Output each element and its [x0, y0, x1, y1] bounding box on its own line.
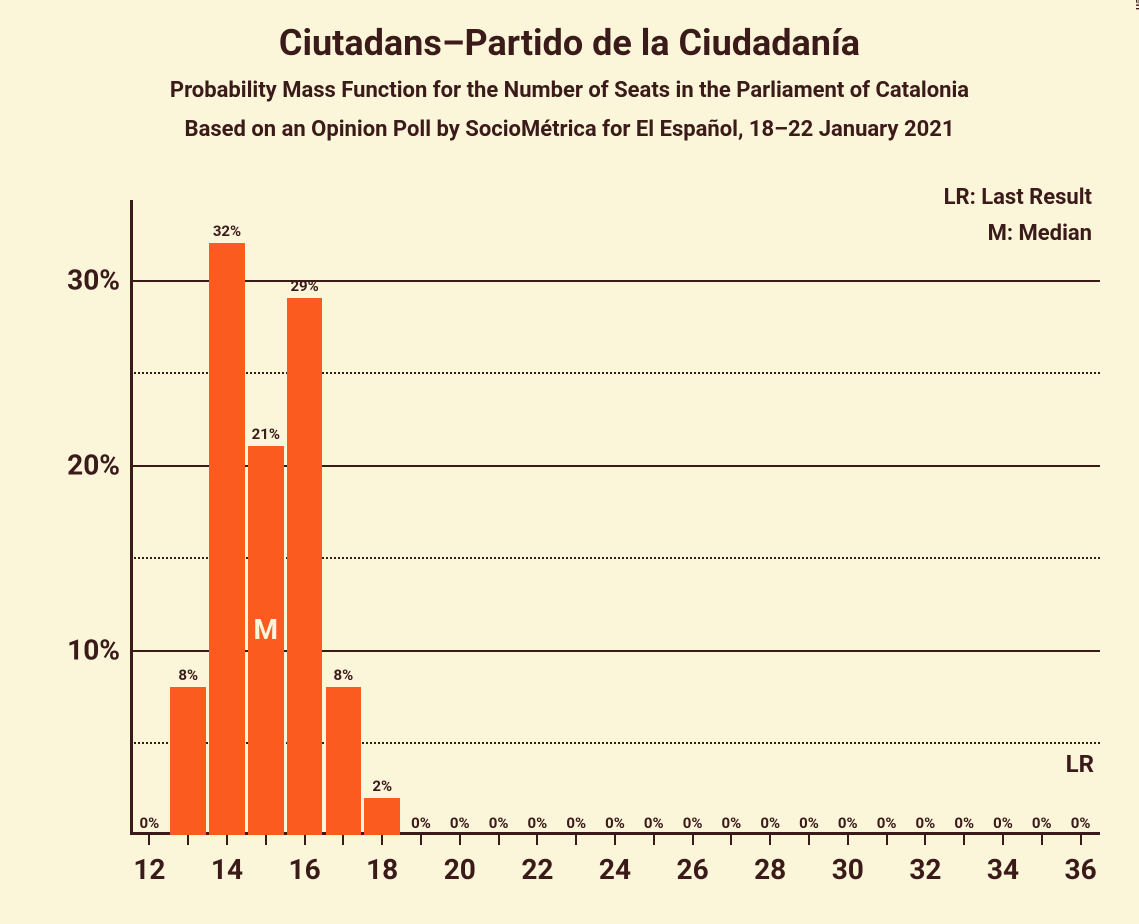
x-tick-label: 36 — [1065, 835, 1097, 886]
bar: 8% — [326, 687, 362, 835]
bar-value-label: 0% — [993, 814, 1013, 835]
bar-value-label: 0% — [140, 814, 160, 835]
bar-value-label: 8% — [178, 666, 198, 687]
gridline-major — [130, 280, 1100, 282]
bar-value-label: 0% — [605, 814, 625, 835]
bar-value-label: 32% — [213, 222, 241, 243]
x-tick-mark — [963, 835, 965, 845]
bar: 32% — [209, 243, 245, 835]
x-tick-label: 24 — [599, 835, 631, 886]
copyright-text: © 2021 Filip van Laenen — [1133, 0, 1139, 10]
x-tick-mark — [265, 835, 267, 845]
legend-last-result: LR: Last Result — [130, 185, 1092, 210]
y-tick-label: 30% — [67, 263, 130, 296]
bar: 2% — [364, 798, 400, 835]
bar-value-label: 0% — [799, 814, 819, 835]
chart-subtitle-2: Based on an Opinion Poll by SocioMétrica… — [0, 103, 1139, 142]
bar-value-label: 0% — [1032, 814, 1052, 835]
bar-value-label: 21% — [252, 425, 280, 446]
chart-subtitle-1: Probability Mass Function for the Number… — [0, 64, 1139, 103]
x-tick-label: 14 — [211, 835, 243, 886]
bar-value-label: 0% — [954, 814, 974, 835]
bar-value-label: 0% — [1071, 814, 1091, 835]
x-tick-mark — [886, 835, 888, 845]
x-tick-label: 28 — [754, 835, 786, 886]
x-tick-label: 12 — [133, 835, 165, 886]
bar-value-label: 0% — [528, 814, 548, 835]
bar-value-label: 0% — [683, 814, 703, 835]
bar-value-label: 0% — [411, 814, 431, 835]
y-axis-line — [130, 200, 133, 835]
x-tick-label: 22 — [521, 835, 553, 886]
bar-value-label: 0% — [760, 814, 780, 835]
bar-value-label: 0% — [877, 814, 897, 835]
x-tick-mark — [342, 835, 344, 845]
last-result-marker: LR — [1066, 750, 1094, 778]
bar-value-label: 8% — [334, 666, 354, 687]
x-tick-mark — [420, 835, 422, 845]
bar-value-label: 2% — [372, 777, 392, 798]
bar-value-label: 0% — [916, 814, 936, 835]
bar-value-label: 29% — [290, 277, 318, 298]
bar-value-label: 0% — [644, 814, 664, 835]
x-tick-mark — [575, 835, 577, 845]
gridline-minor — [130, 372, 1100, 374]
chart-title: Ciutadans–Partido de la Ciudadanía — [0, 0, 1139, 64]
bar: 29% — [287, 298, 323, 835]
x-tick-mark — [187, 835, 189, 845]
x-tick-mark — [1041, 835, 1043, 845]
x-tick-mark — [808, 835, 810, 845]
y-tick-label: 20% — [67, 448, 130, 481]
x-tick-label: 32 — [909, 835, 941, 886]
bar: 8% — [170, 687, 206, 835]
bar: 21%M — [248, 446, 284, 835]
x-tick-label: 20 — [444, 835, 476, 886]
x-tick-mark — [498, 835, 500, 845]
x-tick-mark — [730, 835, 732, 845]
x-tick-label: 26 — [677, 835, 709, 886]
bar-value-label: 0% — [450, 814, 470, 835]
y-tick-label: 10% — [67, 633, 130, 666]
bar-value-label: 0% — [566, 814, 586, 835]
x-tick-label: 30 — [832, 835, 864, 886]
x-tick-label: 18 — [366, 835, 398, 886]
bar-value-label: 0% — [722, 814, 742, 835]
bar-value-label: 0% — [838, 814, 858, 835]
x-tick-label: 16 — [289, 835, 321, 886]
plot-area: 10%20%30%121416182022242628303234360%8%3… — [130, 215, 1100, 835]
x-tick-mark — [653, 835, 655, 845]
median-marker: M — [254, 613, 279, 646]
x-tick-label: 34 — [987, 835, 1019, 886]
bar-value-label: 0% — [489, 814, 509, 835]
